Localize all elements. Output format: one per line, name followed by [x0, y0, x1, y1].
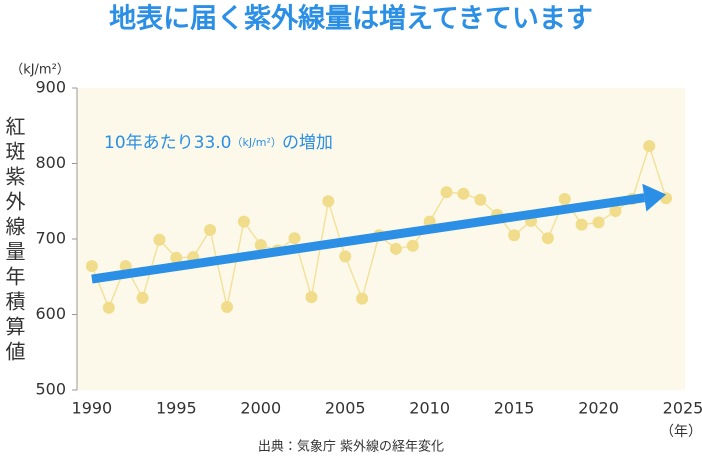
chart-title: 地表に届く紫外線量は増えてきています — [109, 3, 593, 35]
y-tick-label: 500 — [35, 380, 66, 399]
x-tick-label: 1995 — [156, 399, 197, 418]
x-tick-label: 2015 — [494, 399, 535, 418]
data-point — [575, 218, 588, 231]
data-point — [592, 216, 605, 229]
data-point — [153, 233, 166, 246]
data-point — [508, 229, 521, 242]
data-point — [136, 291, 149, 304]
y-tick-label: 900 — [35, 78, 66, 97]
data-point — [643, 140, 656, 153]
data-point — [389, 242, 402, 255]
data-point — [558, 192, 571, 205]
x-tick-label: 2005 — [325, 399, 366, 418]
y-tick-label: 600 — [35, 304, 66, 323]
data-point — [170, 251, 183, 264]
data-point — [474, 193, 487, 206]
data-point — [102, 301, 115, 314]
data-point — [305, 291, 318, 304]
y-unit: （kJ/m²） — [10, 63, 70, 78]
x-tick-label: 2025 — [663, 399, 702, 418]
data-point — [406, 239, 419, 252]
trend-line — [91, 193, 646, 284]
data-point — [339, 250, 352, 263]
x-tick-label: 2000 — [240, 399, 281, 418]
source: 出典：気象庁 紫外線の経年変化 — [258, 439, 444, 455]
x-tick-label: 2010 — [409, 399, 450, 418]
data-point — [85, 260, 98, 273]
data-point — [322, 195, 335, 208]
x-unit: （年） — [660, 424, 702, 440]
y-tick-label: 800 — [35, 153, 66, 172]
data-point — [254, 239, 267, 252]
annotation-part: 10年あたり33.0 — [104, 133, 231, 153]
y-axis-label: 紅斑紫外線量年積算値 — [2, 116, 26, 366]
y-tick-label: 700 — [35, 229, 66, 248]
data-point — [609, 205, 622, 218]
data-point — [457, 187, 470, 200]
data-point — [288, 232, 301, 245]
data-point — [237, 215, 250, 228]
annotation-part: の増加 — [282, 133, 333, 153]
trend-arrowhead — [642, 183, 667, 212]
x-tick-label: 1990 — [72, 399, 113, 418]
data-point — [356, 292, 369, 305]
annotation-part: （kJ/m²） — [231, 136, 281, 149]
data-point — [440, 186, 453, 199]
data-point — [221, 300, 233, 313]
data-point — [541, 232, 554, 245]
trend-annotation: 10年あたり33.0（kJ/m²）の増加 — [104, 133, 333, 153]
x-tick-label: 2020 — [578, 399, 619, 418]
data-point — [204, 223, 217, 236]
